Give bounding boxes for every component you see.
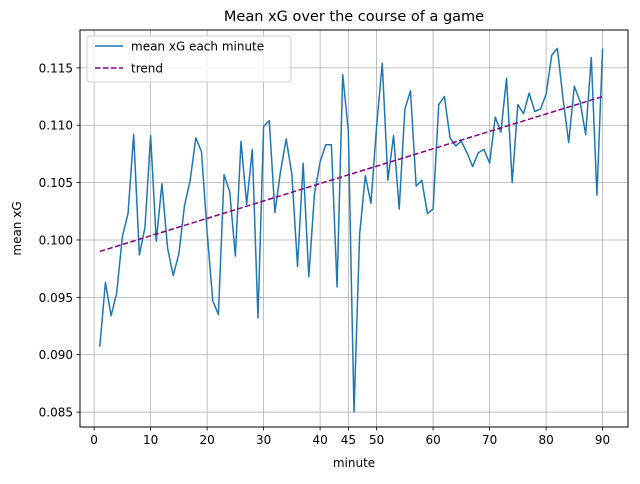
plot-frame <box>79 29 629 428</box>
series-line-mean-xg <box>99 47 604 413</box>
x-tick-label: 70 <box>482 433 497 447</box>
x-axis: 0 10 20 30 40 45 50 60 70 80 90 <box>90 427 610 447</box>
y-tick-label: 0.110 <box>39 119 73 133</box>
chart-title: Mean xG over the course of a game <box>224 9 484 25</box>
legend-box <box>86 35 292 83</box>
legend-label-series: mean xG each minute <box>131 40 264 54</box>
x-tick-label: 30 <box>256 433 271 447</box>
y-tick-label: 0.095 <box>39 291 73 305</box>
x-tick-label: 0 <box>90 433 98 447</box>
x-tick-label: 80 <box>538 433 553 447</box>
y-tick-label: 0.085 <box>39 406 73 420</box>
x-tick-label: 90 <box>595 433 610 447</box>
y-tick-label: 0.115 <box>39 61 73 75</box>
series-layer <box>99 47 604 413</box>
x-tick-label: 60 <box>425 433 440 447</box>
y-tick-label: 0.100 <box>39 233 73 247</box>
y-tick-label: 0.105 <box>39 176 73 190</box>
grid <box>80 30 628 427</box>
y-axis: 0.085 0.090 0.095 0.100 0.105 0.110 0.115 <box>39 61 80 420</box>
x-tick-label: 10 <box>143 433 158 447</box>
y-axis-title: mean xG <box>10 201 24 255</box>
legend-label-trend: trend <box>131 62 163 76</box>
x-axis-title: minute <box>333 456 375 470</box>
legend: mean xG each minute trend <box>86 35 292 83</box>
x-tick-label: 45 <box>341 433 356 447</box>
y-tick-label: 0.090 <box>39 348 73 362</box>
x-tick-label: 50 <box>369 433 384 447</box>
x-tick-label: 20 <box>199 433 214 447</box>
x-tick-label: 40 <box>312 433 327 447</box>
